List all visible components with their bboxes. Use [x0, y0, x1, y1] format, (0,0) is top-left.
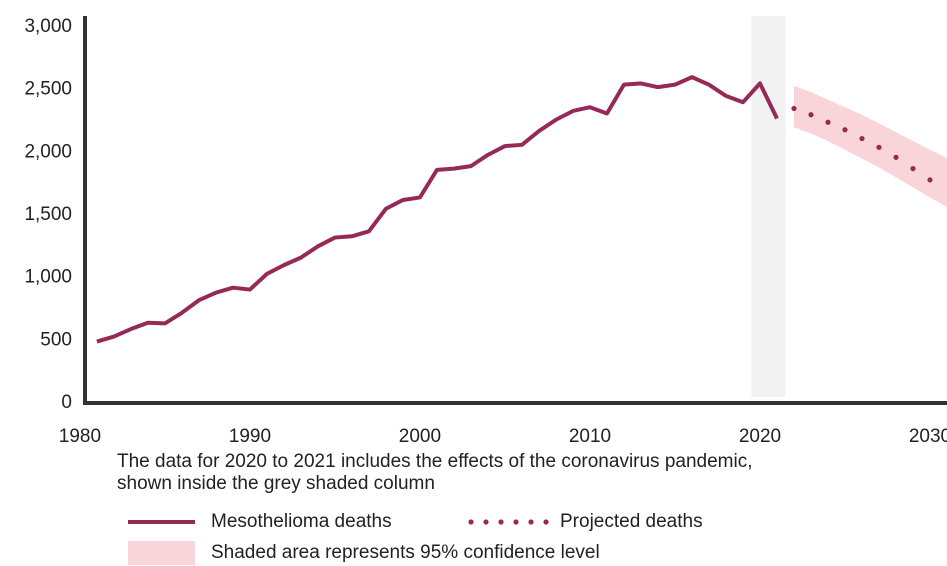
legend-swatch-dot: [528, 519, 534, 525]
confidence-band: [793, 85, 947, 207]
x-tick-label: 2030: [909, 426, 947, 447]
projected-point: [825, 119, 831, 125]
y-tick-label: 1,500: [24, 204, 72, 225]
legend-label: Projected deaths: [560, 511, 703, 532]
projected-point: [842, 127, 848, 133]
y-tick-label: 500: [40, 329, 72, 350]
highlight-column: [751, 16, 786, 397]
legend-swatch-dot: [498, 519, 504, 525]
x-tick-label: 1980: [59, 426, 101, 447]
y-tick-label: 1,000: [24, 267, 72, 288]
legend-swatch-band: [128, 541, 195, 565]
x-tick-label: 2010: [569, 426, 611, 447]
y-tick-label: 3,000: [24, 16, 72, 37]
legend-swatch-dot: [468, 519, 474, 525]
projected-point: [876, 144, 882, 150]
projected-point: [859, 135, 865, 142]
x-tick-label: 1990: [229, 426, 271, 447]
legend-swatch-dot: [513, 519, 519, 525]
legend-label: Mesothelioma deaths: [211, 511, 392, 532]
data-line: [96, 75, 779, 344]
projected-point: [893, 154, 899, 160]
annotation: The data for 2020 to 2021 includes the e…: [117, 451, 753, 472]
projected-point: [910, 166, 916, 172]
projected-point: [791, 105, 797, 112]
x-tick-label: 2000: [399, 426, 441, 447]
projected-point: [808, 112, 814, 118]
legend-swatch-dot: [543, 519, 549, 525]
legend-label: Shaded area represents 95% confidence le…: [211, 542, 600, 563]
y-tick-label: 0: [61, 392, 72, 413]
y-tick-label: 2,000: [24, 141, 72, 162]
y-tick-label: 2,500: [24, 79, 72, 100]
projected-point: [927, 177, 933, 183]
annotation: shown inside the grey shaded column: [117, 473, 435, 494]
x-tick-label: 2020: [739, 426, 781, 447]
legend-swatch-dot: [483, 519, 489, 525]
